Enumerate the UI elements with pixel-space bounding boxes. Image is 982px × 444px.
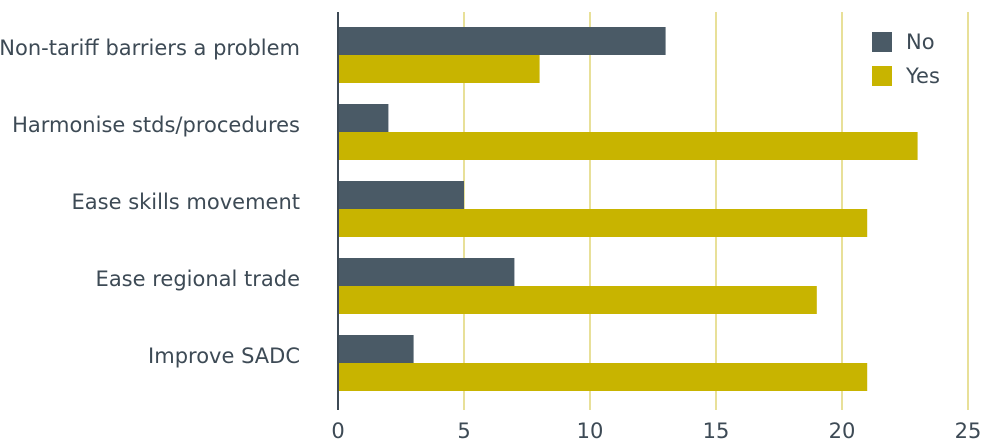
legend-swatch-yes <box>872 66 892 86</box>
legend-label-yes: Yes <box>905 64 940 88</box>
category-labels: Non-tariff barriers a problem Harmonise s… <box>0 36 300 368</box>
bar-yes-0 <box>339 55 540 83</box>
legend-label-no: No <box>906 30 935 54</box>
bar-no-1 <box>339 104 389 132</box>
category-label: Ease regional trade <box>96 267 300 291</box>
bar-yes-3 <box>339 286 817 314</box>
category-label: Ease skills movement <box>72 190 300 214</box>
bar-no-2 <box>339 181 464 209</box>
bar-no-4 <box>339 335 414 363</box>
x-tick-labels: 0 5 10 15 20 25 <box>331 419 981 443</box>
category-label: Harmonise stds/procedures <box>12 113 300 137</box>
x-tick-label: 15 <box>703 419 730 443</box>
bar-no-3 <box>339 258 515 286</box>
bar-yes-1 <box>339 132 918 160</box>
bar-yes-2 <box>339 209 868 237</box>
x-tick-label: 20 <box>829 419 856 443</box>
category-label: Non-tariff barriers a problem <box>0 36 300 60</box>
bars <box>339 27 918 391</box>
bar-no-0 <box>339 27 666 55</box>
legend-swatch-no <box>872 32 892 52</box>
x-tick-label: 0 <box>331 419 344 443</box>
category-label: Improve SADC <box>148 344 300 368</box>
x-tick-label: 5 <box>457 419 470 443</box>
legend: No Yes <box>872 30 940 88</box>
bar-yes-4 <box>339 363 868 391</box>
x-tick-label: 25 <box>955 419 982 443</box>
x-tick-label: 10 <box>577 419 604 443</box>
